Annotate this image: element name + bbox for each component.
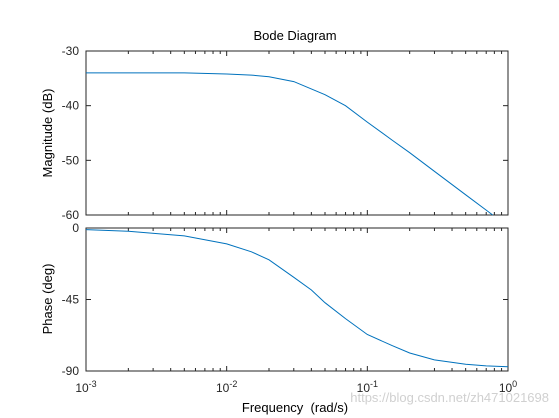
magnitude-series-line bbox=[86, 72, 494, 216]
magnitude-axis-label: Magnitude (dB) bbox=[40, 89, 55, 178]
phase-plot-frame bbox=[85, 227, 509, 372]
phase-panel: 0 -45 -90 bbox=[62, 221, 509, 378]
x-tick-labels: 10-3 10-2 10-1 100 bbox=[75, 379, 517, 395]
phase-y-tick-label: 0 bbox=[72, 221, 79, 235]
phase-y-tick-label: -45 bbox=[62, 293, 80, 307]
magnitude-panel: -30 -40 -50 -60 bbox=[62, 44, 509, 222]
magnitude-y-tick-label: -60 bbox=[62, 208, 80, 222]
magnitude-plot-frame bbox=[85, 50, 509, 216]
phase-axis-label: Phase (deg) bbox=[40, 264, 55, 335]
x-tick-label: 100 bbox=[499, 379, 517, 395]
chart-title: Bode Diagram bbox=[253, 28, 336, 43]
magnitude-y-tick-label: -40 bbox=[62, 99, 80, 113]
x-tick-label: 10-3 bbox=[75, 379, 96, 395]
phase-series-line bbox=[85, 229, 509, 368]
magnitude-y-tick-label: -50 bbox=[62, 153, 80, 167]
x-tick-label: 10-1 bbox=[357, 379, 378, 395]
frequency-axis-label: Frequency (rad/s) bbox=[242, 400, 348, 415]
watermark-text: https://blog.csdn.net/zh471021698 bbox=[350, 390, 549, 405]
magnitude-y-tick-label: -30 bbox=[62, 44, 80, 58]
x-tick-label: 10-2 bbox=[216, 379, 237, 395]
phase-y-tick-label: -90 bbox=[62, 364, 80, 378]
